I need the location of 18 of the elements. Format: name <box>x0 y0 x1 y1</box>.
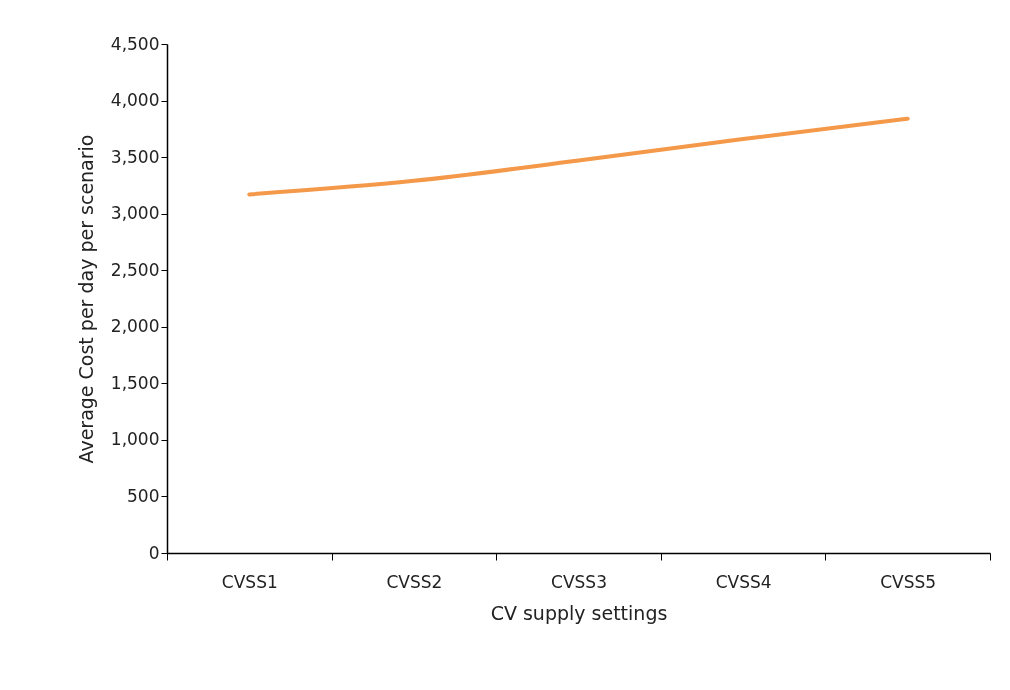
y-axis-title: Average Cost per day per scenario <box>74 134 97 464</box>
y-tick-label: 2,000 <box>110 316 160 337</box>
y-tick-label: 0 <box>148 542 160 563</box>
y-tick-label: 4,000 <box>110 90 160 111</box>
y-tick-label: 4,500 <box>110 33 160 54</box>
y-tick-label: 3,500 <box>110 146 160 167</box>
x-tick-label: CVSS4 <box>715 571 772 592</box>
y-tick-label: 3,000 <box>110 203 160 224</box>
y-tick-label: 1,000 <box>110 429 160 450</box>
x-tick-label: CVSS5 <box>880 571 937 592</box>
x-tick-label: CVSS1 <box>221 571 278 592</box>
line-series <box>247 116 910 197</box>
y-tick-label: 500 <box>127 485 160 506</box>
y-tick-label: 2,500 <box>110 259 160 280</box>
x-tick-label: CVSS3 <box>551 571 607 592</box>
x-tick-label: CVSS2 <box>386 571 443 592</box>
x-axis-title: CV supply settings <box>490 601 668 624</box>
y-tick-label: 1,500 <box>110 372 160 393</box>
